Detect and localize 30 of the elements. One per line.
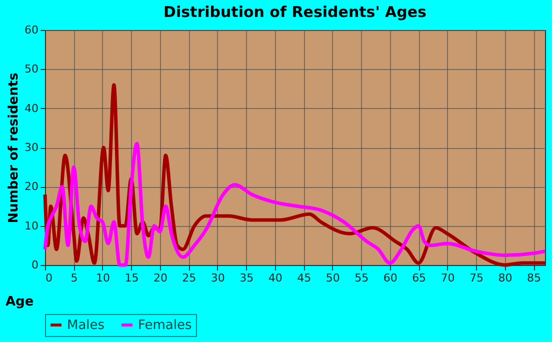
x-tick-label: 70 — [440, 272, 455, 284]
legend-label: Females — [138, 318, 192, 333]
x-tick-label: 50 — [326, 272, 340, 284]
x-tick-label: 5 — [70, 272, 78, 284]
x-tick-label: 75 — [470, 272, 484, 284]
x-tick-label: 65 — [412, 272, 426, 284]
y-tick-label: 40 — [24, 102, 38, 115]
x-tick-label: 45 — [297, 272, 312, 284]
legend-label: Males — [67, 318, 105, 333]
y-tick-label: 60 — [24, 24, 38, 36]
x-axis-title: Age — [6, 294, 34, 310]
x-tick-label: 20 — [153, 272, 168, 284]
y-tick-label: 30 — [24, 141, 38, 154]
x-tick-label: 60 — [383, 272, 398, 284]
y-tick-label: 20 — [24, 180, 38, 194]
x-tick-label: 10 — [96, 272, 110, 284]
x-tick-label: 30 — [210, 272, 225, 284]
x-tick-label: 85 — [527, 272, 542, 284]
x-tick-label: 0 — [46, 272, 52, 284]
y-axis-title: Number of residents — [6, 72, 22, 224]
x-tick-label: 15 — [124, 272, 139, 284]
x-tick-label: 80 — [498, 272, 512, 284]
y-tick-label: 50 — [24, 62, 38, 76]
x-tick-label: 25 — [182, 272, 196, 284]
x-tick-label: 55 — [354, 272, 369, 284]
x-tick-label: 35 — [240, 272, 254, 284]
chart-title: Distribution of Residents' Ages — [164, 3, 427, 21]
x-tick-label: 40 — [268, 272, 282, 284]
y-tick-label: 0 — [32, 258, 38, 272]
y-tick-label: 10 — [24, 219, 38, 232]
